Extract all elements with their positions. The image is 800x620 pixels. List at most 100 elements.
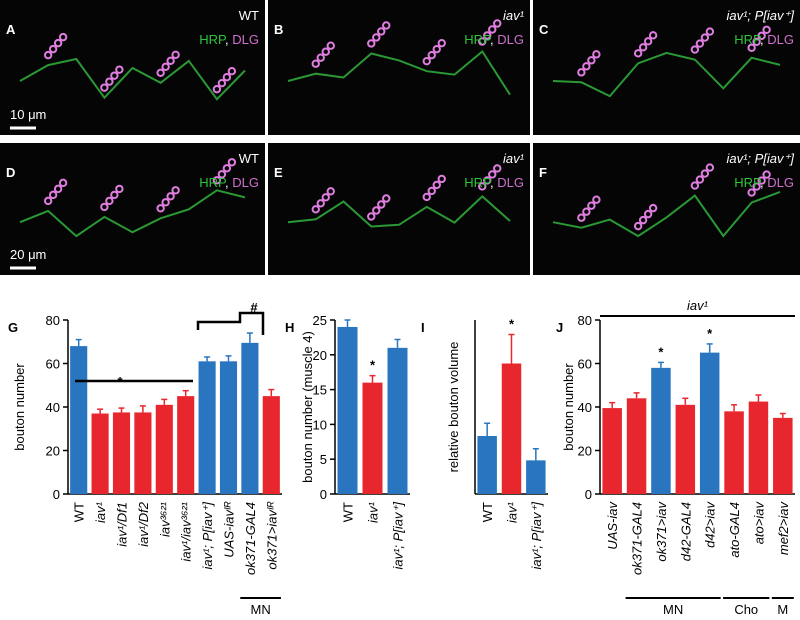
- bouton: [222, 164, 232, 173]
- micrograph: [533, 143, 800, 275]
- bouton: [747, 43, 756, 52]
- bouton: [638, 43, 648, 52]
- genotype: WT: [239, 151, 259, 166]
- bouton: [100, 83, 109, 92]
- bouton: [762, 170, 771, 179]
- bouton: [422, 192, 431, 202]
- bouton: [643, 37, 653, 46]
- y-tick-label: 80: [578, 313, 592, 328]
- bar: [337, 326, 358, 494]
- bouton: [592, 195, 601, 204]
- bouton: [427, 186, 436, 196]
- x-tick-label: iav¹; P[iav⁺]: [391, 502, 406, 570]
- bouton: [110, 190, 119, 200]
- bouton: [700, 33, 710, 42]
- bouton: [483, 176, 492, 185]
- bouton: [757, 31, 766, 40]
- top-label: iav¹: [687, 298, 709, 313]
- bouton: [488, 25, 497, 34]
- bouton: [592, 50, 601, 59]
- bouton: [53, 38, 63, 48]
- bouton: [171, 186, 180, 195]
- bouton: [227, 67, 237, 76]
- bar: [602, 408, 622, 494]
- x-tick-label: ok371-GAL4: [243, 502, 258, 575]
- group-label: Cho: [734, 602, 758, 617]
- bouton: [58, 32, 68, 42]
- bouton: [105, 77, 114, 86]
- panel-letter: D: [6, 165, 15, 180]
- bouton: [48, 44, 58, 54]
- bar: [262, 396, 280, 494]
- panel-letter: A: [6, 22, 16, 37]
- bouton: [382, 21, 391, 30]
- bouton: [432, 180, 441, 190]
- x-tick-label: iav³⁶²¹: [157, 501, 172, 537]
- bouton: [212, 85, 222, 94]
- bouton: [432, 44, 441, 54]
- bouton: [582, 62, 591, 71]
- bouton: [437, 174, 446, 184]
- bar: [112, 412, 131, 494]
- stain-label: HRP, DLG: [734, 32, 794, 47]
- y-tick-label: 60: [578, 357, 592, 372]
- y-tick-label: 15: [313, 383, 327, 398]
- y-tick-label: 20: [313, 348, 327, 363]
- y-tick-label: 25: [313, 313, 327, 328]
- x-tick-label: UAS-iavᴵᴿ: [222, 501, 237, 558]
- sig-bracket: [196, 311, 265, 335]
- bar: [651, 367, 671, 494]
- bouton: [212, 176, 222, 185]
- annotation: *: [370, 358, 376, 373]
- stain-label: HRP, DLG: [464, 175, 524, 190]
- bouton: [747, 188, 756, 197]
- bar: [626, 398, 647, 494]
- x-tick-label: iav¹/Df2: [136, 501, 151, 547]
- bar: [699, 352, 720, 494]
- bouton: [48, 190, 58, 200]
- bouton: [321, 193, 330, 202]
- scale-label: 10 μm: [10, 107, 46, 122]
- panel-letter: F: [539, 165, 547, 180]
- bouton: [633, 221, 643, 231]
- group-label: M: [777, 602, 788, 617]
- x-tick-label: iav¹: [505, 501, 520, 523]
- bouton: [110, 71, 119, 80]
- stain-green: HRP: [464, 32, 491, 47]
- stain-sep: ,: [490, 32, 497, 47]
- neurite: [552, 190, 781, 238]
- y-tick-label: 60: [46, 357, 60, 372]
- genotype: WT: [239, 8, 259, 23]
- stain-sep: ,: [225, 32, 232, 47]
- stain-sep: ,: [760, 175, 767, 190]
- y-axis-label: relative bouton volume: [446, 342, 461, 473]
- bouton: [422, 56, 431, 66]
- annotation: *: [509, 317, 515, 332]
- genotype: iav¹; P[iav⁺]: [726, 151, 794, 166]
- bar: [773, 417, 793, 494]
- bouton: [700, 169, 710, 178]
- bar: [526, 460, 546, 494]
- bouton: [705, 27, 715, 36]
- neurite: [287, 195, 511, 228]
- x-tick-label: ok371>iavᴵᴿ: [264, 501, 279, 570]
- bouton: [695, 39, 705, 48]
- stain-green: HRP: [199, 32, 226, 47]
- bouton: [316, 199, 325, 208]
- bouton: [311, 205, 320, 214]
- x-tick-label: UAS-iav: [605, 501, 620, 550]
- x-tick-label: WT: [72, 502, 87, 522]
- y-tick-label: 5: [320, 452, 327, 467]
- stain-magenta: DLG: [232, 32, 259, 47]
- bar: [177, 396, 195, 494]
- bar: [219, 361, 238, 494]
- bouton: [156, 68, 165, 77]
- bouton: [478, 182, 487, 191]
- bouton: [648, 31, 658, 40]
- x-tick-label: iav¹/Df1: [115, 502, 130, 547]
- bouton: [488, 170, 497, 179]
- bar: [724, 411, 744, 494]
- bouton: [643, 209, 653, 219]
- bar: [134, 412, 152, 494]
- panel-letter: G: [8, 320, 18, 335]
